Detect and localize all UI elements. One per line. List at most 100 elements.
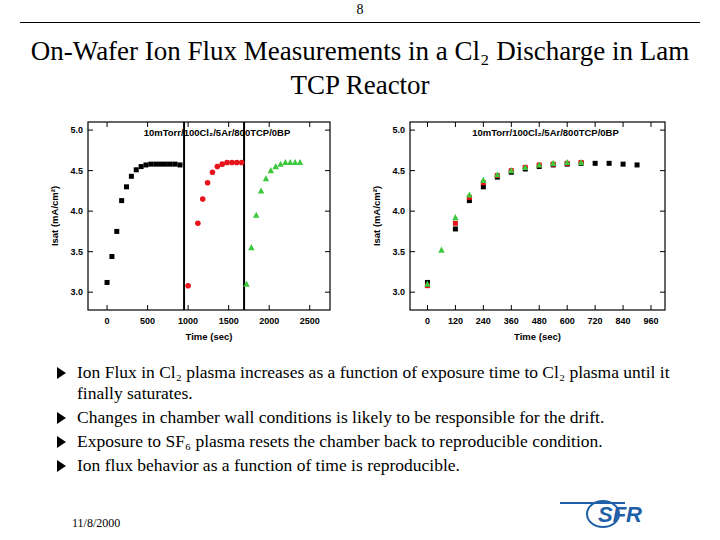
bullet-text: Changes in chamber wall conditions is li… [77, 407, 604, 427]
x-tick-label: 1500 [219, 316, 239, 326]
data-point [219, 161, 225, 167]
data-point [178, 162, 183, 167]
y-tick-label: 4.5 [70, 166, 83, 176]
data-point [114, 229, 119, 234]
slide-title: On-Wafer Ion Flux Measurements in a Cl₂ … [25, 34, 695, 102]
y-tick-right [660, 251, 665, 252]
y-axis-label: Isat (mA/cm²) [49, 186, 60, 246]
plot-data [105, 122, 304, 310]
chart: 050010001500200025003.03.54.04.55.0Time … [49, 122, 330, 342]
plot-frame [410, 122, 665, 310]
y-tick-label: 3.5 [392, 247, 405, 257]
data-point [205, 180, 211, 186]
x-tick [269, 305, 270, 310]
x-tick [511, 305, 512, 310]
data-point [253, 212, 259, 218]
data-point [466, 191, 472, 197]
x-tick [228, 305, 229, 310]
y-tick-right [660, 292, 665, 293]
data-point [143, 162, 148, 167]
y-tick [88, 170, 93, 171]
bullet-arrow [57, 436, 66, 448]
bullet-text: Exposure to SF₆ plasma resets the chambe… [77, 431, 603, 451]
data-point [564, 159, 570, 165]
data-point [263, 175, 269, 181]
data-point [494, 171, 500, 177]
data-point [523, 165, 528, 170]
data-point [453, 226, 458, 231]
bullet-text: Ion Flux in Cl₂ plasma increases as a fu… [77, 362, 670, 403]
y-tick-label: 4.0 [70, 206, 83, 216]
data-point [215, 164, 221, 170]
x-tick [427, 305, 428, 310]
bullet: Ion Flux in Cl₂ plasma increases as a fu… [55, 362, 675, 404]
data-point [185, 283, 191, 289]
x-tick-label: 720 [588, 316, 603, 326]
data-point [593, 161, 598, 166]
data-point [452, 214, 458, 220]
y-tick-label: 5.0 [70, 125, 83, 135]
x-tick [147, 305, 148, 310]
data-point [163, 162, 168, 167]
data-point [148, 162, 153, 167]
data-point [243, 281, 249, 287]
x-tick-label: 120 [448, 316, 463, 326]
x-tick-label: 600 [560, 316, 575, 326]
data-point [536, 161, 542, 167]
y-tick-label: 3.5 [70, 247, 83, 257]
slide: 8 On-Wafer Ion Flux Measurements in a Cl… [0, 0, 720, 540]
data-point [509, 168, 514, 173]
data-point [550, 160, 556, 166]
bullet-arrow [57, 460, 66, 472]
x-tick-label: 1000 [178, 316, 198, 326]
y-tick-label: 4.5 [392, 166, 405, 176]
bullet: Ion flux behavior as a function of time … [55, 455, 675, 476]
plot-data [424, 159, 639, 288]
data-point [480, 177, 486, 183]
data-point [453, 221, 458, 226]
vertical-line [183, 122, 185, 310]
data-point [139, 164, 144, 169]
chart-title: 10mTorr/100Cl₂/5Ar/800TCP/0BP [144, 127, 291, 138]
bullet-list: Ion Flux in Cl₂ plasma increases as a fu… [55, 362, 675, 479]
data-point [607, 161, 612, 166]
x-tick-label: 2500 [300, 316, 320, 326]
chart: 01202403604806007208409603.03.54.04.55.0… [371, 122, 665, 342]
data-point [297, 159, 303, 165]
x-tick [651, 305, 652, 310]
x-tick [309, 305, 310, 310]
bullet-arrow [57, 367, 66, 379]
y-tick [410, 170, 415, 171]
data-point [522, 164, 528, 170]
data-point [105, 280, 110, 285]
y-tick-label: 5.0 [392, 125, 405, 135]
y-tick-right [325, 170, 330, 171]
data-point [195, 220, 201, 226]
data-point [234, 160, 240, 166]
data-point [168, 162, 173, 167]
x-tick-top [427, 122, 428, 127]
data-point [258, 187, 264, 193]
x-tick-label: 240 [476, 316, 491, 326]
y-tick [88, 130, 93, 131]
y-tick [410, 251, 415, 252]
logo: SFR [560, 501, 642, 527]
data-point [424, 281, 430, 287]
data-point [124, 184, 129, 189]
y-tick-right [660, 130, 665, 131]
data-point [153, 162, 158, 167]
y-tick-right [660, 170, 665, 171]
data-point [277, 161, 283, 167]
x-tick-label: 0 [105, 316, 110, 326]
data-point [119, 198, 124, 203]
bullet: Changes in chamber wall conditions is li… [55, 407, 675, 428]
x-tick-label: 500 [140, 316, 155, 326]
x-tick-label: 480 [532, 316, 547, 326]
data-point [158, 162, 163, 167]
x-tick-label: 0 [425, 316, 430, 326]
data-point [239, 160, 245, 166]
data-point [621, 162, 626, 167]
x-tick [455, 305, 456, 310]
data-point [635, 162, 640, 167]
y-tick [410, 130, 415, 131]
